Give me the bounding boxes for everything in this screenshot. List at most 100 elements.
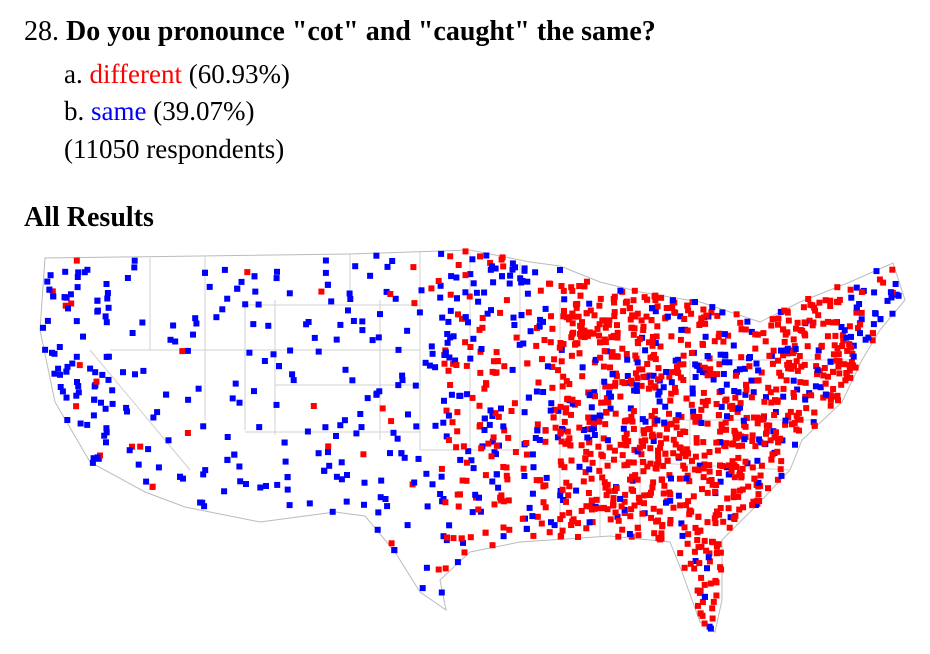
dot-same — [586, 466, 593, 473]
dot-different — [685, 531, 692, 538]
answer-b: b. same (39.07%) — [64, 93, 254, 129]
dot-different — [889, 266, 896, 273]
dot-different — [730, 514, 737, 521]
dot-different — [607, 516, 614, 523]
dot-different — [677, 336, 684, 343]
dot-different — [568, 411, 574, 418]
dot-different — [672, 384, 678, 391]
dot-different — [639, 366, 646, 373]
dot-same — [536, 323, 543, 330]
dot-same — [731, 388, 738, 394]
dot-same — [290, 377, 297, 384]
dot-same — [126, 447, 133, 454]
dot-different — [724, 495, 731, 502]
dot-different — [818, 342, 825, 349]
dot-same — [772, 409, 779, 415]
dot-different — [547, 339, 554, 346]
dot-same — [717, 478, 724, 485]
dot-same — [484, 310, 491, 317]
dot-same — [540, 318, 546, 325]
dot-same — [718, 388, 725, 394]
dot-different — [530, 532, 537, 539]
dot-different — [640, 442, 647, 449]
dot-same — [696, 462, 703, 469]
dot-same — [229, 395, 236, 402]
dot-different — [641, 430, 648, 437]
dot-same — [103, 353, 110, 360]
dot-different — [704, 372, 711, 379]
dot-different — [635, 340, 641, 347]
dot-different — [615, 517, 622, 524]
dot-different — [494, 358, 501, 365]
dot-different — [648, 514, 655, 521]
dot-same — [742, 391, 749, 398]
dot-same — [520, 340, 527, 347]
dot-same — [322, 269, 329, 276]
dot-different — [763, 428, 770, 435]
dot-different — [794, 319, 801, 326]
dot-same — [236, 399, 243, 406]
dot-different — [638, 451, 645, 458]
dot-different — [735, 442, 742, 449]
dot-different — [706, 558, 713, 565]
dot-different — [846, 367, 853, 374]
dot-different — [746, 363, 753, 370]
dot-different — [668, 333, 675, 340]
dot-different — [698, 315, 705, 322]
dot-different — [816, 299, 823, 306]
dot-different — [677, 374, 684, 381]
dot-same — [756, 436, 763, 443]
dot-different — [595, 443, 602, 450]
dot-different — [569, 518, 576, 525]
dot-same — [586, 519, 593, 526]
dot-different — [869, 330, 876, 337]
dot-different — [680, 462, 687, 469]
dot-same — [399, 377, 406, 384]
dot-same — [649, 305, 656, 312]
dot-different — [568, 522, 575, 528]
dot-same — [42, 346, 49, 353]
dot-same — [814, 366, 821, 373]
question-title: 28. Do you pronounce "cot" and "caught" … — [24, 14, 656, 50]
dot-different — [657, 444, 664, 451]
dot-different — [829, 319, 836, 326]
dot-same — [689, 385, 696, 392]
dot-different — [597, 354, 604, 361]
dot-different — [680, 361, 687, 368]
dot-different — [607, 383, 613, 390]
dot-different — [628, 324, 635, 331]
dot-same — [237, 478, 244, 485]
dot-different — [581, 334, 588, 341]
dot-different — [590, 421, 597, 428]
dot-different — [589, 459, 596, 466]
dot-different — [768, 456, 775, 463]
dot-different — [552, 424, 559, 431]
dot-same — [679, 532, 686, 539]
dot-same — [663, 499, 669, 506]
dot-different — [781, 307, 788, 314]
dot-same — [432, 422, 439, 429]
dot-different — [611, 293, 618, 300]
dot-same — [94, 308, 101, 315]
dot-same — [601, 378, 608, 385]
dot-same — [352, 263, 359, 270]
dot-same — [620, 425, 627, 432]
dot-different — [600, 435, 607, 442]
dot-different — [632, 472, 639, 479]
dot-different — [739, 442, 745, 449]
dot-different — [534, 421, 541, 428]
dot-different — [630, 331, 637, 338]
dot-different — [629, 418, 636, 425]
dot-different — [566, 483, 573, 490]
dot-different — [537, 477, 544, 484]
dot-different — [876, 276, 883, 283]
dot-same — [499, 273, 505, 280]
dot-same — [862, 336, 869, 343]
dot-different — [591, 393, 598, 400]
dot-same — [741, 436, 748, 443]
dot-same — [518, 312, 525, 319]
dot-same — [99, 371, 106, 378]
dot-different — [632, 370, 639, 377]
dot-different — [773, 429, 779, 436]
dot-different — [649, 484, 656, 491]
